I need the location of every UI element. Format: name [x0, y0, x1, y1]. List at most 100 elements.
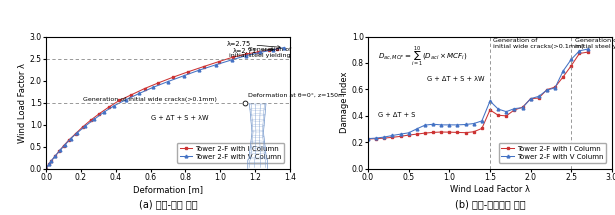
Tower 2-F with V Column — [543, 89, 550, 91]
Tower 2-F with I Column — [116, 99, 123, 102]
Tower 2-F with I Column — [454, 131, 461, 134]
Tower 2-F with V Column — [136, 92, 143, 95]
Tower 2-F with I Column — [470, 131, 477, 133]
Text: Generation of initial wide cracks(>0.1mm): Generation of initial wide cracks(>0.1mm… — [83, 97, 217, 102]
Tower 2-F with V Column — [486, 100, 494, 102]
Tower 2-F with V Column — [381, 136, 388, 138]
Tower 2-F with I Column — [364, 138, 371, 140]
Line: Tower 2-F with I Column: Tower 2-F with I Column — [367, 51, 589, 140]
Tower 2-F with I Column — [519, 106, 526, 109]
Tower 2-F with V Column — [67, 138, 74, 140]
Tower 2-F with V Column — [405, 132, 413, 134]
Tower 2-F with V Column — [389, 134, 396, 137]
Tower 2-F with V Column — [437, 124, 445, 126]
Tower 2-F with I Column — [60, 144, 67, 147]
Tower 2-F with V Column — [502, 110, 510, 113]
Tower 2-F with I Column — [200, 65, 207, 68]
Tower 2-F with V Column — [462, 123, 469, 126]
Line: Tower 2-F with V Column: Tower 2-F with V Column — [367, 48, 589, 140]
Tower 2-F with I Column — [266, 49, 273, 52]
Tower 2-F with V Column — [62, 143, 69, 146]
Tower 2-F with I Column — [502, 115, 510, 117]
Tower 2-F with I Column — [494, 114, 502, 117]
Tower 2-F with V Column — [560, 70, 567, 72]
Tower 2-F with I Column — [560, 76, 567, 78]
Text: G + ΔT + S: G + ΔT + S — [378, 112, 415, 118]
Tower 2-F with V Column — [51, 155, 58, 158]
Tower 2-F with I Column — [42, 167, 50, 170]
Tower 2-F with I Column — [413, 133, 421, 135]
Tower 2-F with V Column — [280, 46, 288, 49]
Tower 2-F with I Column — [478, 127, 486, 130]
Text: Generation of
initial steel yielding: Generation of initial steel yielding — [574, 38, 615, 49]
Text: Generation of
initial wide cracks(>0.1mm): Generation of initial wide cracks(>0.1mm… — [493, 38, 584, 49]
Tower 2-F with V Column — [519, 106, 526, 109]
Text: Deformation at θ=0°, z=150m: Deformation at θ=0°, z=150m — [248, 93, 344, 98]
Tower 2-F with V Column — [82, 125, 89, 127]
Legend: Tower 2-F with I Column, Tower 2-F with V Column: Tower 2-F with I Column, Tower 2-F with … — [499, 143, 606, 163]
Tower 2-F with I Column — [170, 76, 177, 78]
Text: (a) 하중-변위 공선: (a) 하중-변위 공선 — [139, 200, 197, 210]
Tower 2-F with V Column — [42, 167, 50, 170]
Tower 2-F with I Column — [45, 163, 52, 166]
Tower 2-F with V Column — [397, 133, 404, 135]
Tower 2-F with I Column — [568, 64, 575, 67]
Tower 2-F with I Column — [486, 109, 494, 111]
Tower 2-F with I Column — [273, 48, 280, 51]
Y-axis label: Wind Load Factor λ: Wind Load Factor λ — [18, 63, 27, 143]
Text: Generation of
initial steel yielding: Generation of initial steel yielding — [229, 47, 291, 58]
Tower 2-F with I Column — [51, 155, 58, 158]
Tower 2-F with I Column — [87, 119, 94, 122]
Text: λ=2.71: λ=2.71 — [232, 48, 274, 54]
Tower 2-F with V Column — [429, 123, 437, 126]
Tower 2-F with I Column — [242, 53, 249, 55]
Tower 2-F with I Column — [373, 137, 380, 140]
Y-axis label: Damage Index: Damage Index — [340, 72, 349, 134]
Tower 2-F with V Column — [478, 120, 486, 122]
Tower 2-F with I Column — [128, 94, 135, 96]
Tower 2-F with V Column — [90, 118, 98, 121]
Tower 2-F with V Column — [527, 97, 534, 100]
Tower 2-F with I Column — [584, 51, 591, 54]
Tower 2-F with V Column — [47, 160, 55, 162]
Tower 2-F with V Column — [413, 127, 421, 130]
Tower 2-F with I Column — [421, 132, 429, 134]
Tower 2-F with V Column — [576, 49, 583, 52]
Tower 2-F with V Column — [421, 124, 429, 126]
Tower 2-F with V Column — [446, 124, 453, 126]
Tower 2-F with V Column — [510, 107, 518, 110]
Text: G + ΔT + S + λW: G + ΔT + S + λW — [151, 115, 208, 121]
Line: Tower 2-F with V Column: Tower 2-F with V Column — [45, 46, 285, 170]
Text: G + ΔT + S + λW: G + ΔT + S + λW — [427, 75, 484, 81]
Tower 2-F with I Column — [229, 56, 236, 58]
Legend: Tower 2-F with I Column, Tower 2-F with V Column: Tower 2-F with I Column, Tower 2-F with … — [177, 143, 284, 163]
Tower 2-F with V Column — [535, 95, 542, 98]
Tower 2-F with I Column — [254, 51, 261, 53]
Tower 2-F with V Column — [551, 87, 558, 89]
Tower 2-F with I Column — [55, 150, 63, 152]
Tower 2-F with I Column — [397, 135, 404, 138]
Tower 2-F with I Column — [65, 139, 73, 141]
Tower 2-F with V Column — [164, 80, 172, 83]
Tower 2-F with V Column — [243, 54, 250, 57]
Line: Tower 2-F with I Column: Tower 2-F with I Column — [45, 48, 279, 170]
Tower 2-F with V Column — [228, 59, 236, 61]
Tower 2-F with V Column — [364, 137, 371, 140]
Tower 2-F with V Column — [74, 131, 81, 134]
Tower 2-F with I Column — [576, 52, 583, 55]
Tower 2-F with V Column — [45, 163, 52, 166]
Tower 2-F with I Column — [72, 132, 79, 135]
Tower 2-F with I Column — [184, 71, 192, 73]
Tower 2-F with I Column — [446, 131, 453, 134]
Tower 2-F with I Column — [543, 88, 550, 91]
Tower 2-F with V Column — [568, 58, 575, 61]
Tower 2-F with I Column — [47, 160, 55, 162]
X-axis label: Deformation [m]: Deformation [m] — [133, 185, 203, 194]
Text: λ=2.75: λ=2.75 — [228, 41, 280, 48]
Tower 2-F with I Column — [381, 137, 388, 139]
Tower 2-F with V Column — [180, 74, 188, 77]
Tower 2-F with I Column — [429, 131, 437, 134]
X-axis label: Wind Load Factor λ: Wind Load Factor λ — [450, 185, 530, 194]
Tower 2-F with V Column — [256, 51, 264, 54]
Tower 2-F with V Column — [196, 69, 203, 71]
